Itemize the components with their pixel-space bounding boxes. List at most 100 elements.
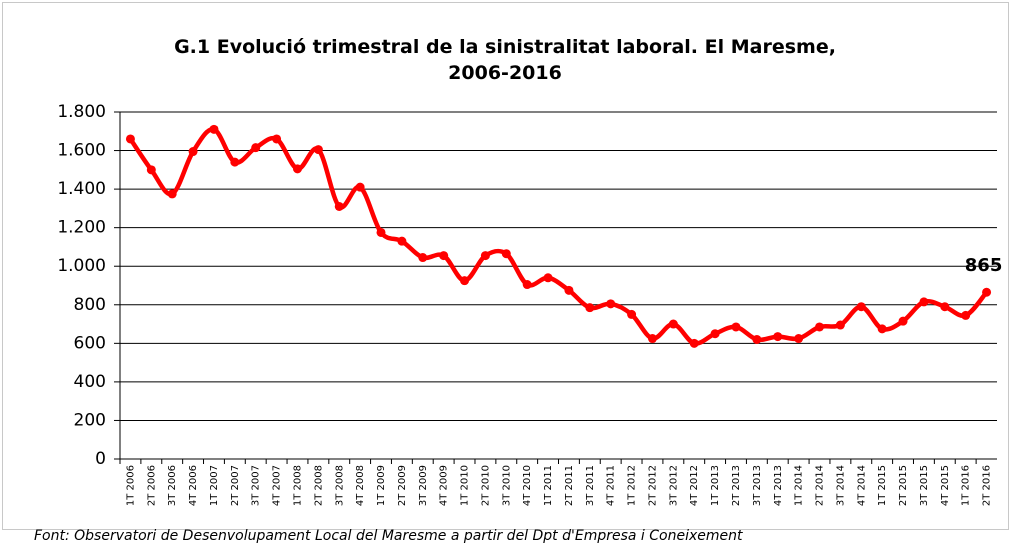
data-point: [292, 164, 302, 174]
x-tick-label: 4T 2011: [606, 465, 617, 506]
x-tick-label: 3T 2013: [752, 465, 763, 506]
x-tick-label: 2T 2007: [230, 465, 241, 506]
data-point: [856, 302, 866, 312]
data-point: [773, 332, 783, 342]
x-tick-label: 3T 2015: [919, 465, 930, 506]
x-tick-label: 1T 2007: [209, 465, 220, 506]
x-tick-label: 3T 2006: [167, 465, 178, 506]
data-point: [647, 334, 657, 344]
data-point: [627, 309, 637, 319]
y-tick-label: 1.400: [57, 179, 106, 199]
data-point: [146, 165, 156, 175]
x-tick-label: 3T 2011: [585, 465, 596, 506]
data-point: [752, 334, 762, 344]
data-point: [480, 251, 490, 261]
x-tick-label: 2T 2013: [731, 465, 742, 506]
data-point: [585, 303, 595, 313]
x-tick-label: 4T 2010: [522, 465, 533, 506]
data-point: [501, 249, 511, 259]
x-tick-label: 1T 2009: [376, 465, 387, 506]
y-tick-label: 800: [74, 295, 106, 315]
data-point: [794, 334, 804, 344]
data-point: [251, 143, 261, 153]
y-tick-label: 1.000: [57, 256, 106, 276]
y-tick-label: 400: [74, 372, 106, 392]
y-tick-label: 1.600: [57, 141, 106, 161]
data-point: [334, 201, 344, 211]
x-tick-label: 2T 2010: [480, 465, 491, 506]
data-point: [961, 310, 971, 320]
x-tick-label: 4T 2013: [773, 465, 784, 506]
data-point: [460, 276, 470, 286]
data-point: [564, 285, 574, 295]
data-point: [877, 324, 887, 334]
x-tick-label: 1T 2011: [543, 465, 554, 506]
x-tick-label: 1T 2008: [292, 465, 303, 506]
series-line: [128, 127, 989, 346]
data-point: [439, 251, 449, 261]
x-tick-label: 3T 2009: [418, 465, 429, 506]
x-tick-label: 1T 2015: [877, 465, 888, 506]
data-point: [355, 182, 365, 192]
data-point: [522, 280, 532, 290]
x-tick-label: 1T 2012: [627, 465, 638, 506]
data-point: [815, 322, 825, 332]
data-point: [898, 316, 908, 326]
data-point: [230, 157, 240, 167]
chart-title: G.1 Evolució trimestral de la sinistrali…: [174, 36, 836, 84]
x-tick-label: 4T 2012: [689, 465, 700, 506]
data-point: [125, 134, 135, 144]
x-tick-label: 2T 2016: [982, 465, 993, 506]
x-tick-label: 3T 2012: [668, 465, 679, 506]
data-point: [710, 329, 720, 339]
data-point: [209, 124, 219, 134]
x-tick-label: 2T 2015: [898, 465, 909, 506]
y-tick-label: 1.200: [57, 218, 106, 238]
x-tick-label: 2T 2012: [647, 465, 658, 506]
x-tick-label: 3T 2014: [835, 465, 846, 506]
chart-frame: [2, 2, 1009, 530]
x-tick-label: 2T 2009: [397, 465, 408, 506]
data-point: [543, 273, 553, 283]
x-tick-label: 2T 2014: [815, 465, 826, 506]
data-point: [272, 134, 282, 144]
x-tick-label: 1T 2014: [794, 465, 805, 506]
data-point: [940, 302, 950, 312]
data-point: [167, 189, 177, 199]
data-point: [418, 253, 428, 263]
x-tick-label: 1T 2016: [961, 465, 972, 506]
data-point: [731, 322, 741, 332]
data-point: [313, 145, 323, 155]
data-point: [835, 320, 845, 330]
x-tick-label: 4T 2008: [355, 465, 366, 506]
data-label: 865: [965, 255, 1003, 276]
x-tick-label: 4T 2006: [188, 465, 199, 506]
x-tick-label: 3T 2008: [334, 465, 345, 506]
data-point: [668, 319, 678, 329]
x-tick-label: 1T 2010: [460, 465, 471, 506]
x-tick-label: 4T 2014: [856, 465, 867, 506]
y-tick-label: 200: [74, 410, 106, 430]
y-tick-label: 600: [74, 333, 106, 353]
data-point: [689, 338, 699, 348]
data-point: [919, 297, 929, 307]
data-point: [376, 227, 386, 237]
x-tick-label: 1T 2006: [125, 465, 136, 506]
x-tick-label: 3T 2007: [251, 465, 262, 506]
x-tick-label: 1T 2013: [710, 465, 721, 506]
x-tick-label: 2T 2011: [564, 465, 575, 506]
x-tick-label: 2T 2006: [146, 465, 157, 506]
x-tick-label: 2T 2008: [313, 465, 324, 506]
source-note: Font: Observatori de Desenvolupament Loc…: [34, 528, 743, 544]
y-tick-label: 0: [95, 449, 106, 469]
data-point: [606, 299, 616, 309]
data-point: [397, 236, 407, 246]
x-tick-label: 3T 2010: [501, 465, 512, 506]
x-tick-label: 4T 2009: [439, 465, 450, 506]
data-point: [188, 147, 198, 157]
y-tick-label: 1.800: [57, 102, 106, 122]
x-tick-label: 4T 2007: [272, 465, 283, 506]
x-tick-label: 4T 2015: [940, 465, 951, 506]
